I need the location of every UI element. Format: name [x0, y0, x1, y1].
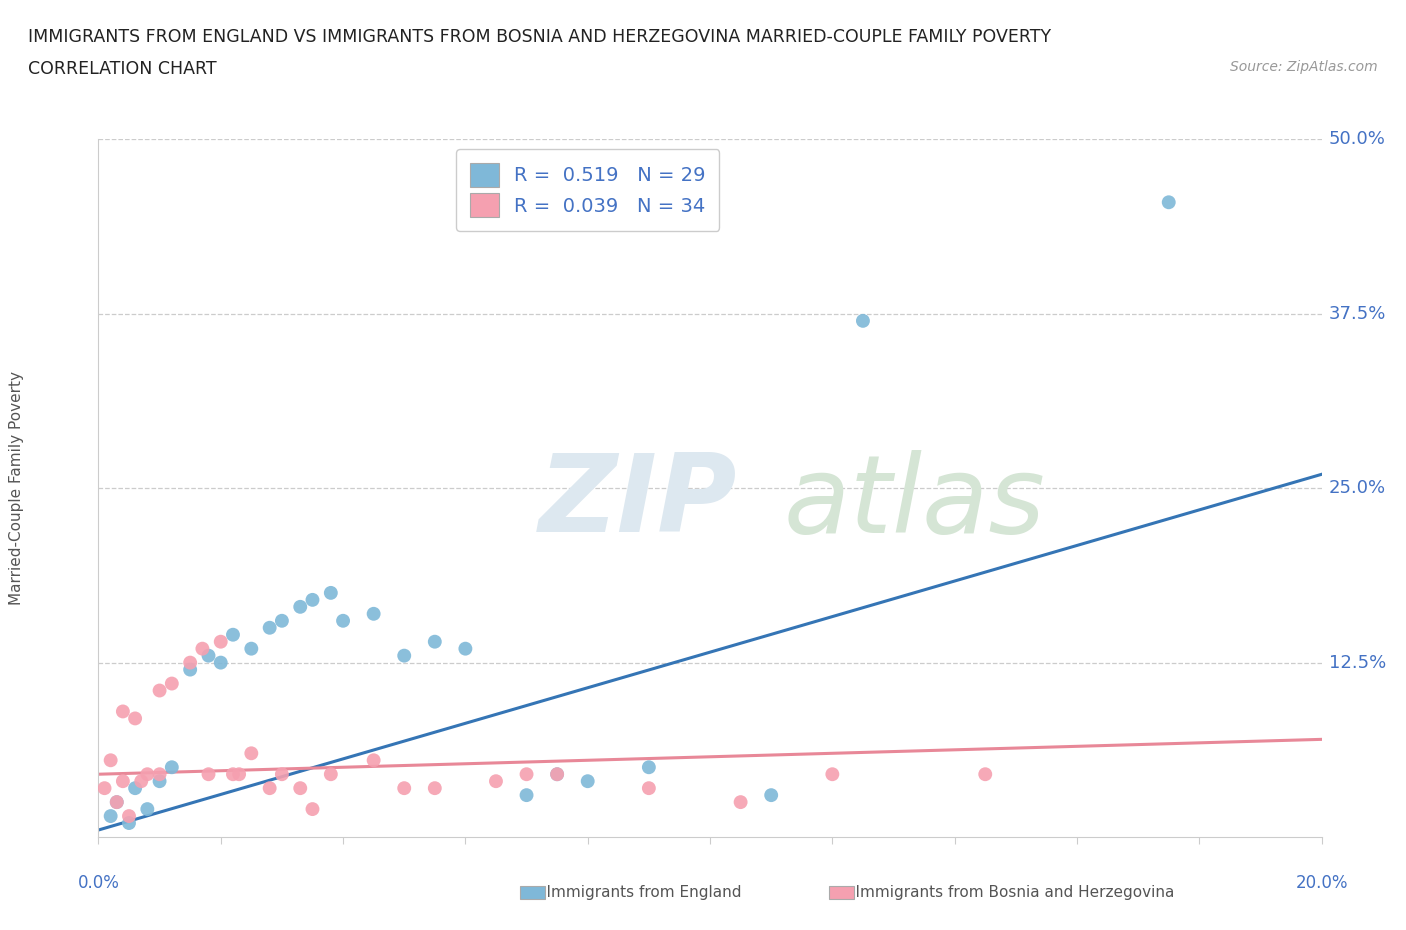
- Point: [240, 746, 263, 761]
- Point: [363, 606, 385, 621]
- Point: [485, 774, 508, 789]
- Point: [974, 766, 997, 781]
- Point: [179, 655, 201, 670]
- Text: IMMIGRANTS FROM ENGLAND VS IMMIGRANTS FROM BOSNIA AND HERZEGOVINA MARRIED-COUPLE: IMMIGRANTS FROM ENGLAND VS IMMIGRANTS FR…: [28, 28, 1052, 46]
- Text: 25.0%: 25.0%: [1329, 479, 1386, 498]
- Point: [516, 766, 538, 781]
- Point: [423, 781, 446, 796]
- Point: [454, 642, 477, 657]
- Point: [129, 774, 152, 789]
- Text: 12.5%: 12.5%: [1329, 654, 1386, 671]
- Point: [270, 766, 294, 781]
- Legend: R =  0.519   N = 29, R =  0.039   N = 34: R = 0.519 N = 29, R = 0.039 N = 34: [456, 149, 720, 231]
- Point: [100, 809, 122, 824]
- Point: [93, 781, 115, 796]
- Point: [1157, 195, 1180, 210]
- Point: [160, 676, 183, 691]
- Text: 20.0%: 20.0%: [1295, 874, 1348, 892]
- Point: [363, 753, 385, 768]
- Point: [149, 766, 172, 781]
- Point: [423, 634, 446, 649]
- Point: [111, 704, 134, 719]
- Point: [301, 592, 323, 607]
- Point: [270, 614, 294, 629]
- Text: Immigrants from Bosnia and Herzegovina: Immigrants from Bosnia and Herzegovina: [835, 885, 1174, 900]
- Point: [852, 313, 875, 328]
- Point: [136, 802, 159, 817]
- Point: [118, 816, 141, 830]
- Text: CORRELATION CHART: CORRELATION CHART: [28, 60, 217, 78]
- Point: [118, 809, 141, 824]
- Point: [136, 766, 159, 781]
- Point: [222, 766, 245, 781]
- Text: 0.0%: 0.0%: [77, 874, 120, 892]
- Point: [516, 788, 538, 803]
- Text: 50.0%: 50.0%: [1329, 130, 1385, 149]
- Point: [124, 781, 146, 796]
- Point: [576, 774, 599, 789]
- Point: [228, 766, 250, 781]
- Point: [319, 766, 342, 781]
- Text: Married-Couple Family Poverty: Married-Couple Family Poverty: [10, 371, 24, 605]
- Point: [761, 788, 783, 803]
- Text: atlas: atlas: [783, 450, 1045, 554]
- Point: [179, 662, 201, 677]
- Point: [197, 648, 219, 663]
- Point: [124, 711, 146, 725]
- Point: [191, 642, 214, 657]
- Point: [319, 586, 342, 601]
- Point: [160, 760, 183, 775]
- Point: [100, 753, 122, 768]
- Point: [290, 781, 312, 796]
- Point: [105, 794, 128, 809]
- Point: [546, 766, 568, 781]
- Point: [301, 802, 323, 817]
- Point: [111, 774, 134, 789]
- Point: [240, 642, 263, 657]
- Text: ZIP: ZIP: [538, 449, 737, 555]
- Point: [392, 781, 416, 796]
- Point: [637, 781, 661, 796]
- Point: [546, 766, 568, 781]
- Point: [259, 620, 281, 635]
- Point: [259, 781, 281, 796]
- Point: [332, 614, 354, 629]
- Point: [149, 683, 172, 698]
- Point: [222, 628, 245, 643]
- Point: [637, 760, 661, 775]
- Point: [290, 600, 312, 615]
- Text: 37.5%: 37.5%: [1329, 305, 1386, 323]
- Point: [105, 794, 128, 809]
- Text: Source: ZipAtlas.com: Source: ZipAtlas.com: [1230, 60, 1378, 74]
- Point: [209, 634, 232, 649]
- Point: [392, 648, 416, 663]
- Point: [730, 794, 752, 809]
- Text: Immigrants from England: Immigrants from England: [526, 885, 741, 900]
- Point: [197, 766, 219, 781]
- Point: [821, 766, 844, 781]
- Point: [149, 774, 172, 789]
- Point: [209, 655, 232, 670]
